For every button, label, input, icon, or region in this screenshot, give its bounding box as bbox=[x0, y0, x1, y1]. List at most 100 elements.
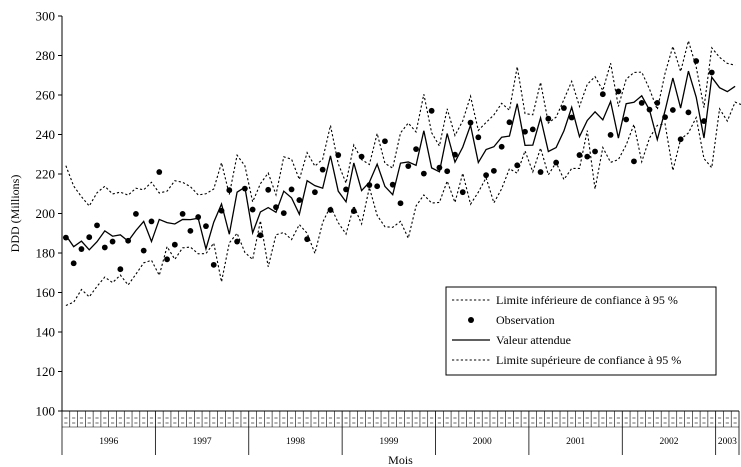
legend: Limite inférieure de confiance à 95 % Obs… bbox=[445, 286, 717, 376]
observation-point bbox=[312, 189, 318, 196]
observation-point bbox=[203, 223, 209, 230]
observation-point bbox=[117, 266, 124, 273]
legend-label: Valeur attendue bbox=[496, 333, 571, 347]
legend-label: Limite supérieure de confiance à 95 % bbox=[496, 353, 681, 367]
observation-point bbox=[265, 186, 272, 193]
x-axis-group: 1996 1997 1998 1999 2000 2001 2002 2003 bbox=[61, 411, 740, 455]
legend-label: Observation bbox=[496, 313, 555, 327]
observation-point bbox=[522, 128, 528, 135]
year-label: 2000 bbox=[473, 437, 492, 447]
year-label: 1997 bbox=[193, 437, 212, 447]
observation-point bbox=[677, 136, 684, 143]
year-label: 2002 bbox=[659, 437, 678, 447]
observation-point bbox=[444, 168, 451, 175]
observation-point bbox=[592, 148, 598, 155]
observation-point bbox=[397, 200, 404, 207]
observation-point bbox=[389, 181, 396, 188]
observation-point bbox=[187, 227, 194, 234]
observation-point bbox=[498, 143, 505, 150]
observation-point bbox=[109, 238, 116, 245]
observation-point bbox=[86, 234, 93, 241]
observation-point bbox=[638, 100, 645, 106]
observation-point bbox=[358, 153, 365, 160]
year-label: 1996 bbox=[99, 437, 118, 447]
observation-point bbox=[483, 172, 489, 179]
observation-point bbox=[133, 210, 139, 217]
observation-point bbox=[70, 260, 77, 267]
y-tick-label: 140 bbox=[36, 325, 56, 340]
observation-point bbox=[467, 119, 474, 126]
upper-ci-line bbox=[65, 38, 736, 207]
year-label: 1998 bbox=[286, 437, 305, 447]
observation-point bbox=[94, 222, 100, 229]
observation-point bbox=[304, 236, 311, 243]
observation-point bbox=[615, 88, 622, 95]
observation-point bbox=[171, 241, 178, 248]
observation-point bbox=[459, 189, 466, 196]
observation-point bbox=[553, 159, 560, 166]
observation-point bbox=[210, 261, 217, 268]
observation-point bbox=[693, 58, 700, 64]
lower-ci-line bbox=[65, 101, 741, 307]
y-tick-label: 100 bbox=[36, 404, 56, 419]
y-tick-label: 280 bbox=[36, 48, 56, 63]
observation-point bbox=[374, 183, 381, 190]
observation-point bbox=[631, 158, 637, 165]
x-axis-title: Mois bbox=[388, 453, 413, 467]
observation-point bbox=[319, 166, 326, 173]
observation-point bbox=[514, 162, 521, 169]
y-tick-label: 240 bbox=[36, 127, 56, 142]
y-tick-label: 300 bbox=[36, 9, 56, 24]
observation-point bbox=[234, 238, 240, 245]
year-label: 2001 bbox=[566, 437, 585, 447]
observation-point bbox=[669, 107, 676, 113]
observation-point bbox=[156, 169, 163, 175]
y-tick-label: 200 bbox=[36, 206, 56, 221]
y-tick-label: 260 bbox=[36, 88, 56, 103]
observation-point bbox=[475, 134, 482, 141]
observation-point bbox=[249, 206, 256, 213]
observation-point bbox=[529, 126, 536, 133]
observation-point bbox=[257, 232, 264, 239]
observation-point bbox=[623, 116, 630, 123]
legend-box bbox=[445, 286, 717, 376]
expected-value-line bbox=[65, 70, 736, 252]
observation-point bbox=[179, 210, 186, 217]
observation-point bbox=[280, 210, 287, 217]
observation-point bbox=[78, 246, 85, 252]
observation-point bbox=[140, 247, 147, 254]
observation-point bbox=[490, 167, 497, 174]
y-tick-label: 160 bbox=[36, 285, 56, 300]
observation-point bbox=[288, 186, 295, 193]
observation-point bbox=[382, 138, 388, 145]
y-tick-label: 120 bbox=[36, 364, 56, 379]
observation-point bbox=[708, 69, 715, 76]
observation-point bbox=[599, 91, 606, 98]
observation-point bbox=[413, 146, 419, 153]
legend-label: Limite inférieure de confiance à 95 % bbox=[496, 293, 678, 307]
y-tick-label: 220 bbox=[36, 167, 56, 182]
observation-point bbox=[327, 207, 334, 213]
observation-point bbox=[420, 170, 427, 177]
year-label: 2003 bbox=[718, 437, 737, 447]
observation-point bbox=[343, 186, 349, 193]
axes-group: 100 120 140 160 180 200 220 240 260 280 300 bbox=[36, 9, 739, 419]
y-axis-title: DDD (Millions) bbox=[8, 175, 22, 253]
observation-point bbox=[506, 119, 513, 126]
legend-marker-observation bbox=[468, 317, 474, 323]
observation-point bbox=[296, 197, 303, 203]
observation-point bbox=[350, 208, 357, 215]
observation-point bbox=[405, 163, 412, 170]
year-label: 1999 bbox=[379, 437, 398, 447]
observation-point bbox=[576, 152, 583, 158]
observation-point bbox=[561, 105, 567, 111]
observation-point bbox=[537, 169, 544, 175]
series-group bbox=[62, 38, 741, 307]
y-tick-label: 180 bbox=[36, 246, 56, 261]
observation-point bbox=[685, 109, 692, 116]
observation-point bbox=[607, 131, 614, 138]
observation-point bbox=[101, 244, 108, 251]
observation-point bbox=[164, 256, 170, 263]
